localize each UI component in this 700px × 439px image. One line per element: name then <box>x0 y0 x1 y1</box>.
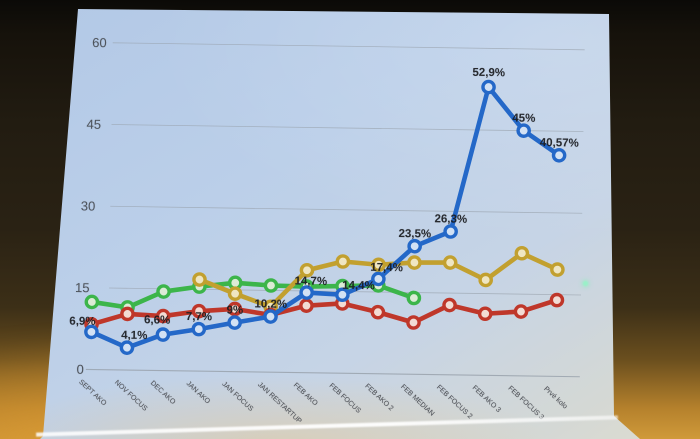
data-point <box>299 262 315 278</box>
stray-light-dot <box>583 281 588 286</box>
chart-svg: 0 15 30 45 60 SEPT AKO NOV FOCUS DEC AKO JAN AKO… <box>69 35 585 425</box>
x-tick-label: NOV FOCUS <box>113 379 149 413</box>
data-point-label: 26,3% <box>434 213 467 225</box>
y-tick-label: 0 <box>77 362 84 377</box>
y-gridline <box>110 205 583 214</box>
data-point <box>443 224 458 239</box>
data-point-label: 14,4% <box>342 280 375 292</box>
data-point <box>299 298 314 313</box>
x-tick-label: FEB AKO 3 <box>471 384 502 414</box>
data-point <box>120 306 135 322</box>
data-point <box>549 292 565 308</box>
y-tick-label: 30 <box>81 198 96 213</box>
data-point <box>299 285 314 300</box>
data-point <box>478 272 493 288</box>
data-point <box>119 340 135 355</box>
data-point <box>442 255 458 270</box>
y-gridline <box>111 124 584 132</box>
data-point <box>513 304 529 319</box>
x-tick-label: FEB FOCUS 2 <box>435 384 473 420</box>
data-point-label: 14,7% <box>294 275 327 287</box>
data-point <box>191 321 207 337</box>
data-point-label: 40,57% <box>540 137 579 150</box>
data-point <box>192 272 207 287</box>
y-tick-label: 15 <box>75 280 90 295</box>
data-point <box>550 262 565 277</box>
data-point <box>227 286 243 301</box>
data-point <box>155 327 171 342</box>
data-point <box>371 271 386 287</box>
x-tick-label: FEB MEDIAN <box>399 383 435 417</box>
data-point <box>84 294 100 310</box>
data-point <box>371 257 386 273</box>
data-point-label: 7,7% <box>186 311 212 323</box>
data-point <box>442 297 457 313</box>
data-point-label: 4,1% <box>121 330 147 342</box>
y-gridline <box>112 42 585 51</box>
series-yellow-series <box>192 245 565 315</box>
data-point <box>516 123 531 138</box>
x-tick-label: JAN FOCUS <box>220 381 254 413</box>
data-point <box>406 290 422 306</box>
x-tick-label: FEB AKO <box>292 382 319 408</box>
x-tick-label: FEB FOCUS <box>328 382 362 415</box>
data-point <box>407 255 422 270</box>
data-point-label: 10,2% <box>254 298 287 310</box>
data-point <box>156 284 171 299</box>
data-point <box>335 287 350 303</box>
data-point <box>407 238 422 254</box>
data-point <box>227 315 242 330</box>
data-point-label: 23,5% <box>398 228 431 240</box>
data-point <box>263 309 278 324</box>
data-point <box>84 324 99 340</box>
data-point <box>514 245 530 261</box>
x-tick-label: DEC AKO <box>149 380 177 407</box>
x-tick-label: JAN AKO <box>185 380 212 406</box>
data-point-label: 6,6% <box>144 314 170 326</box>
data-point <box>155 308 171 324</box>
x-tick-label: FEB AKO 2 <box>363 383 394 413</box>
data-point-label: 17,4% <box>370 262 403 274</box>
poll-trend-line-chart: 0 15 30 45 60 SEPT AKO NOV FOCUS DEC AKO JAN AKO… <box>55 16 621 439</box>
data-point <box>477 306 493 322</box>
x-tick-label: FEB FOCUS 3 <box>506 385 544 421</box>
data-point-label: 52,9% <box>472 67 505 79</box>
data-point-label: 9% <box>226 304 243 316</box>
data-point-label: 6,9% <box>69 316 95 328</box>
data-point <box>335 254 351 269</box>
series-blue-series: 6,9% 4,1% 6,6% 7,7% 9% 10,2% 14,7% 14,4% 17,4% 23… <box>69 67 579 355</box>
data-point <box>227 301 243 317</box>
data-point <box>263 278 279 293</box>
data-point-label: 45% <box>512 112 535 124</box>
data-point <box>406 315 421 330</box>
x-tick-label: SEPT AKO <box>77 379 107 408</box>
data-point <box>370 304 386 320</box>
data-point <box>551 148 567 163</box>
y-tick-label: 45 <box>86 117 101 132</box>
x-tick-label: Prvé kolo <box>542 386 568 411</box>
data-point <box>191 303 207 319</box>
y-tick-label: 60 <box>92 35 107 50</box>
data-point <box>481 79 496 95</box>
y-gridline <box>85 368 580 378</box>
